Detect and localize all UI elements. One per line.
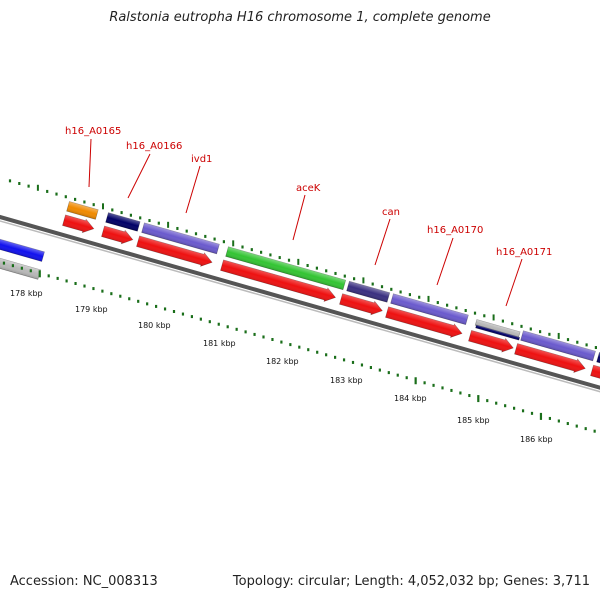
feature-box [475,324,521,341]
feature-box [105,212,141,232]
gene-callout-line [374,218,391,266]
scale-label: 183 kbp [330,376,363,385]
cds-arrow [101,225,134,245]
feature-box [0,237,45,262]
scale-label: 182 kbp [266,357,299,366]
scale-label: 185 kbp [457,416,490,425]
scale-label: 179 kbp [75,305,108,314]
map-title: Ralstonia eutropha H16 chromosome 1, com… [109,10,491,25]
scale-label: 186 kbp [520,435,553,444]
gene-label: h16_A0166 [126,141,182,152]
scale-label: 180 kbp [138,321,171,330]
cds-arrow [62,214,95,234]
backbone-highlight [0,220,600,393]
cds-arrow [136,235,213,267]
feature-box [141,222,220,255]
gene-label: h16_A0165 [65,126,121,137]
gene-callout-line [185,165,201,214]
cds-arrow [220,259,336,302]
gene-callout-line [292,194,306,241]
gene-label: h16_A0171 [496,247,552,258]
gene-callout-line [127,153,151,199]
feature-box [346,280,391,303]
feature-box [225,246,347,291]
genome-summary-text: Topology: circular; Length: 4,052,032 bp… [232,574,590,589]
cds-arrow [590,364,600,382]
scale-label: 181 kbp [203,339,236,348]
cds-arrow [468,330,514,353]
cds-arrow [514,343,586,373]
feature-box [520,330,596,362]
cds-arrow [339,293,383,316]
backbone-line [0,214,600,390]
feature-box [0,256,41,280]
cds-arrow [385,306,463,338]
gene-label: ivd1 [191,154,212,165]
scale-label: 178 kbp [10,289,43,298]
gene-callout-line [88,138,92,188]
accession-text: Accession: NC_008313 [10,574,158,589]
feature-box [596,351,600,366]
gene-callout-line [505,258,523,307]
feature-box [390,293,469,326]
scale-label: 184 kbp [394,394,427,403]
gene-label: h16_A0170 [427,225,483,236]
gene-label: can [382,207,400,218]
gene-label: aceK [296,183,321,194]
gene-callout-line [436,237,454,286]
feature-box [66,201,99,220]
